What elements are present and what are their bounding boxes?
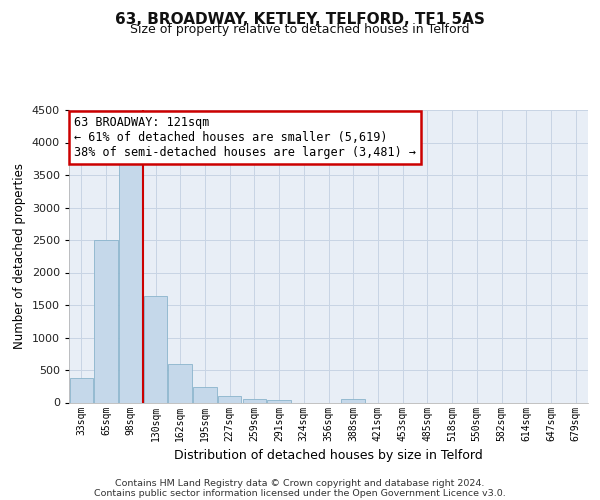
- X-axis label: Distribution of detached houses by size in Telford: Distribution of detached houses by size …: [174, 449, 483, 462]
- Text: Size of property relative to detached houses in Telford: Size of property relative to detached ho…: [130, 24, 470, 36]
- Bar: [268, 400, 291, 402]
- Bar: [169, 364, 192, 403]
- Text: Contains HM Land Registry data © Crown copyright and database right 2024.: Contains HM Land Registry data © Crown c…: [115, 478, 485, 488]
- Text: 63, BROADWAY, KETLEY, TELFORD, TF1 5AS: 63, BROADWAY, KETLEY, TELFORD, TF1 5AS: [115, 12, 485, 28]
- Text: 63 BROADWAY: 121sqm
← 61% of detached houses are smaller (5,619)
38% of semi-det: 63 BROADWAY: 121sqm ← 61% of detached ho…: [74, 116, 416, 159]
- Bar: [193, 387, 217, 402]
- Y-axis label: Number of detached properties: Number of detached properties: [13, 163, 26, 349]
- Bar: [242, 398, 266, 402]
- Bar: [144, 296, 167, 403]
- Bar: [119, 160, 143, 402]
- Bar: [94, 240, 118, 402]
- Bar: [341, 398, 365, 402]
- Bar: [70, 378, 93, 402]
- Bar: [218, 396, 241, 402]
- Text: Contains public sector information licensed under the Open Government Licence v3: Contains public sector information licen…: [94, 488, 506, 498]
